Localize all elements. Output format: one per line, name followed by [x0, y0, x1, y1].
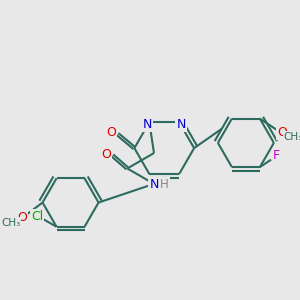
- Text: N: N: [149, 178, 159, 191]
- Text: N: N: [143, 118, 152, 130]
- Text: Cl: Cl: [31, 210, 43, 223]
- Text: H: H: [160, 178, 169, 191]
- Text: O: O: [17, 211, 27, 224]
- Text: O: O: [278, 126, 287, 139]
- Text: F: F: [273, 149, 280, 162]
- Text: CH₃: CH₃: [284, 132, 300, 142]
- Text: O: O: [101, 148, 111, 161]
- Text: N: N: [176, 118, 186, 130]
- Text: O: O: [106, 126, 116, 139]
- Text: CH₃: CH₃: [1, 218, 20, 228]
